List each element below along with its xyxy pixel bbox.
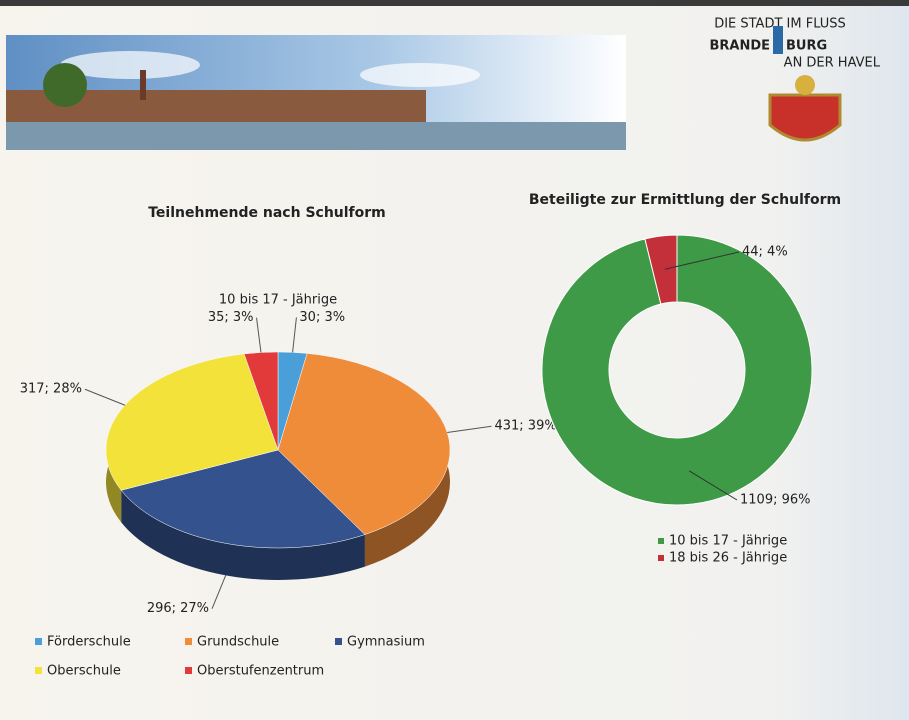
- leader-line: [292, 317, 297, 353]
- legend-swatch: [185, 667, 192, 674]
- donut-slice: [644, 234, 678, 305]
- donut-slice: [541, 234, 813, 506]
- legend-label: 10 bis 17 - Jährige: [669, 534, 787, 549]
- data-label: 44; 4%: [742, 245, 788, 260]
- chimney: [140, 70, 146, 100]
- top-border: [0, 0, 909, 6]
- legend-swatch: [185, 638, 192, 645]
- legend-label: Oberstufenzentrum: [197, 664, 324, 679]
- leader-line: [688, 470, 738, 501]
- legend-swatch: [658, 538, 664, 544]
- logo-sub: AN DER HAVEL: [784, 56, 881, 71]
- data-label: 296; 27%: [147, 601, 209, 616]
- chart-title: Teilnehmende nach Schulform: [148, 205, 386, 221]
- data-label: 317; 28%: [20, 382, 82, 397]
- legend-swatch: [35, 638, 42, 645]
- legend-swatch: [35, 667, 42, 674]
- legend-label: 18 bis 26 - Jährige: [669, 551, 787, 566]
- leader-line: [84, 388, 126, 406]
- crown: [795, 75, 815, 95]
- legend-label: Grundschule: [197, 635, 279, 650]
- pie-slice: [120, 449, 366, 549]
- logo-tower: [773, 26, 783, 54]
- data-label: 1109; 96%: [740, 493, 811, 508]
- coat-of-arms: [768, 93, 842, 142]
- banner-water: [6, 122, 626, 150]
- data-label: 431; 39%: [494, 419, 556, 434]
- cloud: [60, 51, 200, 79]
- leader-line: [447, 425, 492, 433]
- tree: [43, 63, 87, 107]
- legend-label: Förderschule: [47, 635, 131, 650]
- data-label: 30; 3%: [299, 310, 345, 325]
- leader-line: [256, 317, 262, 353]
- legend-label: Oberschule: [47, 664, 121, 679]
- pie-slice: [105, 353, 279, 491]
- legend-label: Gymnasium: [347, 635, 425, 650]
- tagline: DIE STADT IM FLUSS: [714, 17, 846, 32]
- chart-subtitle: 10 bis 17 - Jährige: [219, 293, 337, 308]
- cloud: [360, 63, 480, 87]
- leader-line: [211, 575, 227, 609]
- pie-side: [121, 490, 365, 580]
- logo: BURG: [786, 39, 827, 54]
- logo: BRANDE: [709, 39, 770, 54]
- legend-swatch: [658, 555, 664, 561]
- leader-line: [664, 251, 740, 270]
- pie-slice: [277, 353, 451, 535]
- data-label: 35; 3%: [208, 310, 254, 325]
- chart-title: Beteiligte zur Ermittlung der Schulform: [529, 192, 841, 208]
- legend-swatch: [335, 638, 342, 645]
